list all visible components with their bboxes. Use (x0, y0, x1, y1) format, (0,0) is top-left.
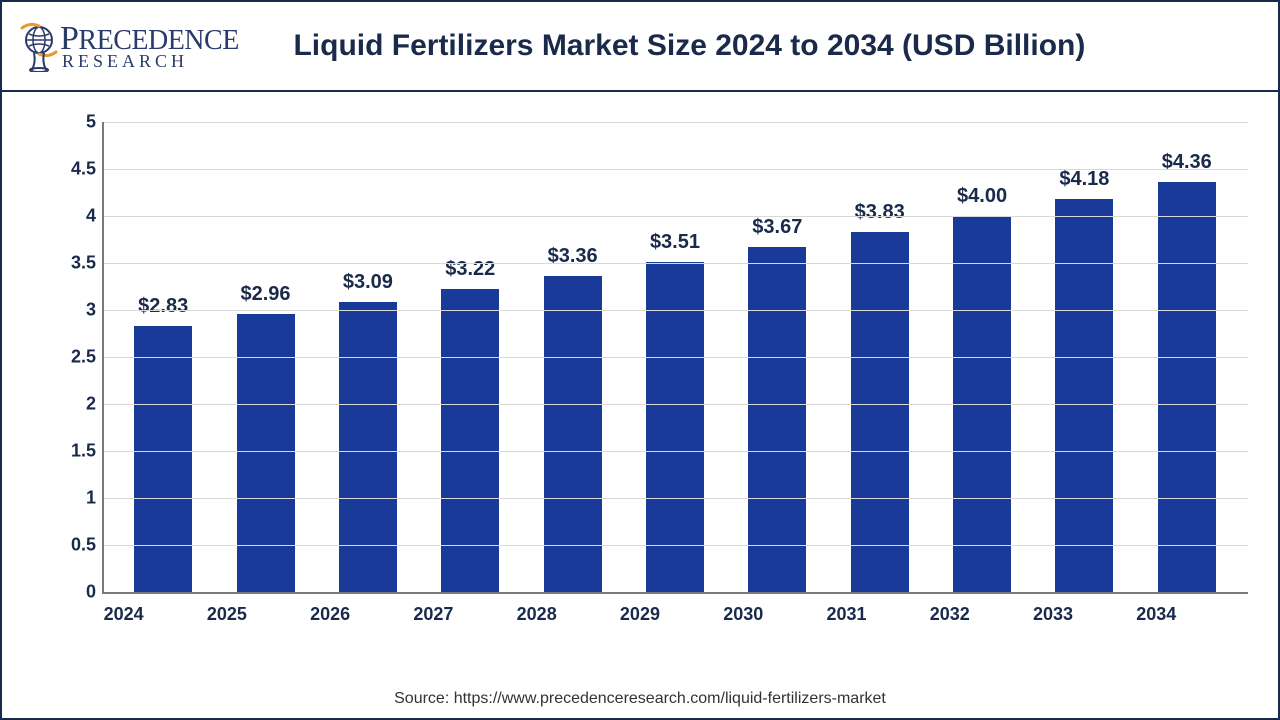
bar-value-label: $3.22 (445, 258, 495, 281)
x-tick-label: 2031 (796, 604, 896, 625)
bar-value-label: $3.83 (855, 201, 905, 224)
header: PRECEDENCE RESEARCH Liquid Fertilizers M… (2, 2, 1278, 92)
grid-line (102, 545, 1248, 546)
y-tick-label: 2 (62, 394, 96, 415)
x-tick-label: 2026 (280, 604, 380, 625)
y-tick-label: 1 (62, 488, 96, 509)
bar-value-label: $3.51 (650, 231, 700, 254)
grid-line (102, 310, 1248, 311)
bar: $3.09 (318, 302, 418, 592)
bar-value-label: $2.83 (138, 295, 188, 318)
bar: $4.36 (1137, 182, 1237, 592)
x-tick-label: 2030 (693, 604, 793, 625)
grid-line (102, 592, 1248, 594)
bar-rect (1055, 199, 1113, 592)
bar-value-label: $4.36 (1162, 151, 1212, 174)
grid-line (102, 169, 1248, 170)
logo-text-block: PRECEDENCE RESEARCH (60, 22, 239, 70)
bar: $3.22 (420, 289, 520, 592)
bar-rect (339, 302, 397, 592)
bar-rect (134, 326, 192, 592)
brand-logo: PRECEDENCE RESEARCH (20, 20, 239, 72)
y-tick-label: 0.5 (62, 535, 96, 556)
bar-value-label: $4.00 (957, 185, 1007, 208)
grid-line (102, 451, 1248, 452)
grid-line (102, 498, 1248, 499)
bar: $3.83 (830, 232, 930, 592)
bar-rect (1158, 182, 1216, 592)
bar-rect (441, 289, 499, 592)
grid-line (102, 122, 1248, 123)
bar-rect (237, 314, 295, 592)
bar: $3.51 (625, 262, 725, 592)
grid-line (102, 357, 1248, 358)
y-axis-line (102, 122, 104, 592)
x-tick-label: 2024 (74, 604, 174, 625)
bar-value-label: $3.67 (752, 216, 802, 239)
x-tick-label: 2027 (383, 604, 483, 625)
chart-area: $2.83$2.96$3.09$3.22$3.36$3.51$3.67$3.83… (2, 92, 1278, 682)
grid-line (102, 216, 1248, 217)
x-tick-label: 2034 (1106, 604, 1206, 625)
x-tick-label: 2029 (590, 604, 690, 625)
y-tick-label: 3 (62, 300, 96, 321)
bar-value-label: $3.36 (548, 245, 598, 268)
bar: $2.83 (113, 326, 213, 592)
bar-rect (748, 247, 806, 592)
bar-value-label: $3.09 (343, 271, 393, 294)
x-tick-label: 2032 (900, 604, 1000, 625)
grid-line (102, 404, 1248, 405)
y-tick-label: 5 (62, 112, 96, 133)
y-tick-label: 4 (62, 206, 96, 227)
bar-value-label: $2.96 (241, 283, 291, 306)
chart-title: Liquid Fertilizers Market Size 2024 to 2… (239, 29, 1260, 63)
x-tick-label: 2033 (1003, 604, 1103, 625)
bar: $4.18 (1034, 199, 1134, 592)
bar: $3.67 (727, 247, 827, 592)
y-tick-label: 4.5 (62, 159, 96, 180)
y-tick-label: 0 (62, 582, 96, 603)
logo-text-sub: RESEARCH (62, 52, 239, 70)
x-tick-label: 2028 (487, 604, 587, 625)
plot-region: $2.83$2.96$3.09$3.22$3.36$3.51$3.67$3.83… (72, 122, 1268, 592)
grid-line (102, 263, 1248, 264)
bar-rect (851, 232, 909, 592)
y-tick-label: 1.5 (62, 441, 96, 462)
x-axis-labels: 2024202520262027202820292030203120322033… (62, 604, 1218, 625)
x-tick-label: 2025 (177, 604, 277, 625)
globe-icon (20, 20, 58, 72)
y-tick-label: 3.5 (62, 253, 96, 274)
y-tick-label: 2.5 (62, 347, 96, 368)
chart-container: PRECEDENCE RESEARCH Liquid Fertilizers M… (0, 0, 1280, 720)
bar: $2.96 (216, 314, 316, 592)
source-citation: Source: https://www.precedenceresearch.c… (2, 682, 1278, 718)
bar-value-label: $4.18 (1059, 168, 1109, 191)
bar-rect (646, 262, 704, 592)
